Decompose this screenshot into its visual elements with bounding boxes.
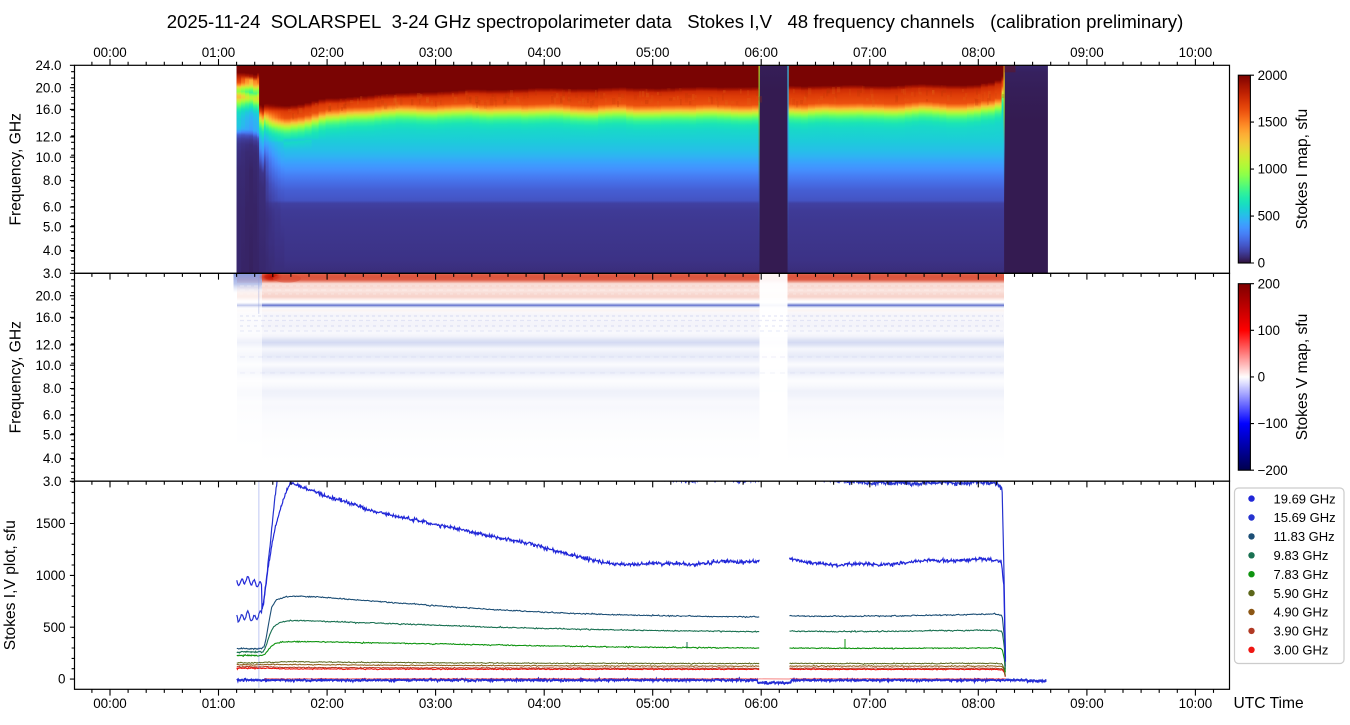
svg-text:04:00: 04:00 bbox=[527, 696, 561, 711]
svg-text:07:00: 07:00 bbox=[853, 696, 887, 711]
svg-text:500: 500 bbox=[1258, 209, 1280, 224]
svg-text:10.0: 10.0 bbox=[35, 150, 61, 165]
svg-text:6.0: 6.0 bbox=[43, 408, 62, 423]
svg-text:Stokes I map, sfu: Stokes I map, sfu bbox=[1294, 109, 1311, 229]
svg-text:8.0: 8.0 bbox=[43, 173, 62, 188]
svg-text:2000: 2000 bbox=[1258, 68, 1288, 83]
svg-text:−200: −200 bbox=[1258, 463, 1288, 478]
svg-text:10:00: 10:00 bbox=[1179, 45, 1213, 60]
svg-text:500: 500 bbox=[43, 620, 65, 635]
svg-text:1500: 1500 bbox=[1258, 115, 1288, 130]
svg-text:08:00: 08:00 bbox=[962, 45, 996, 60]
svg-text:1500: 1500 bbox=[36, 516, 66, 531]
svg-text:07:00: 07:00 bbox=[853, 45, 887, 60]
svg-text:3.0: 3.0 bbox=[43, 474, 62, 489]
svg-text:7.83 GHz: 7.83 GHz bbox=[1274, 567, 1329, 582]
svg-text:15.69 GHz: 15.69 GHz bbox=[1274, 510, 1336, 525]
svg-text:9.83 GHz: 9.83 GHz bbox=[1274, 548, 1329, 563]
svg-text:16.0: 16.0 bbox=[35, 102, 61, 117]
svg-text:−100: −100 bbox=[1258, 416, 1288, 431]
svg-text:12.0: 12.0 bbox=[35, 130, 61, 145]
svg-text:6.0: 6.0 bbox=[43, 200, 62, 215]
svg-text:19.69 GHz: 19.69 GHz bbox=[1274, 491, 1336, 506]
svg-text:09:00: 09:00 bbox=[1070, 696, 1104, 711]
svg-text:03:00: 03:00 bbox=[419, 696, 453, 711]
svg-text:3.00 GHz: 3.00 GHz bbox=[1274, 643, 1329, 658]
svg-text:04:00: 04:00 bbox=[527, 45, 561, 60]
svg-text:0: 0 bbox=[58, 672, 65, 687]
svg-text:4.0: 4.0 bbox=[43, 451, 62, 466]
svg-text:02:00: 02:00 bbox=[310, 45, 344, 60]
svg-text:00:00: 00:00 bbox=[93, 45, 127, 60]
svg-text:5.90 GHz: 5.90 GHz bbox=[1274, 586, 1329, 601]
svg-text:02:00: 02:00 bbox=[310, 696, 344, 711]
svg-text:12.0: 12.0 bbox=[35, 338, 61, 353]
svg-text:3.90 GHz: 3.90 GHz bbox=[1274, 624, 1329, 639]
svg-text:09:00: 09:00 bbox=[1070, 45, 1104, 60]
svg-text:05:00: 05:00 bbox=[636, 45, 670, 60]
svg-text:100: 100 bbox=[1258, 323, 1280, 338]
svg-text:4.0: 4.0 bbox=[43, 243, 62, 258]
svg-text:10.0: 10.0 bbox=[35, 358, 61, 373]
svg-text:0: 0 bbox=[1258, 256, 1265, 271]
svg-text:Stokes V map, sfu: Stokes V map, sfu bbox=[1294, 314, 1311, 441]
svg-text:5.0: 5.0 bbox=[43, 219, 62, 234]
svg-text:24.0: 24.0 bbox=[35, 58, 61, 73]
svg-text:06:00: 06:00 bbox=[744, 696, 778, 711]
svg-text:20.0: 20.0 bbox=[35, 288, 61, 303]
svg-text:UTC Time: UTC Time bbox=[1234, 695, 1304, 712]
svg-text:16.0: 16.0 bbox=[35, 310, 61, 325]
svg-text:20.0: 20.0 bbox=[35, 80, 61, 95]
svg-text:11.83 GHz: 11.83 GHz bbox=[1274, 529, 1335, 544]
svg-text:Stokes I,V plot, sfu: Stokes I,V plot, sfu bbox=[2, 520, 19, 650]
svg-text:06:00: 06:00 bbox=[744, 45, 778, 60]
svg-text:01:00: 01:00 bbox=[202, 696, 236, 711]
svg-text:3.0: 3.0 bbox=[43, 266, 62, 281]
svg-text:Frequency, GHz: Frequency, GHz bbox=[8, 113, 25, 226]
svg-text:1000: 1000 bbox=[1258, 162, 1288, 177]
svg-text:10:00: 10:00 bbox=[1179, 696, 1213, 711]
svg-text:4.90 GHz: 4.90 GHz bbox=[1274, 605, 1329, 620]
svg-text:05:00: 05:00 bbox=[636, 696, 670, 711]
svg-text:08:00: 08:00 bbox=[962, 696, 996, 711]
svg-text:200: 200 bbox=[1258, 276, 1280, 291]
svg-text:2025-11-24 SOLARSPEL 3-24 GH: 2025-11-24 SOLARSPEL 3-24 GHz spectropol… bbox=[167, 11, 1184, 32]
svg-text:5.0: 5.0 bbox=[43, 427, 62, 442]
svg-text:03:00: 03:00 bbox=[419, 45, 453, 60]
svg-text:01:00: 01:00 bbox=[202, 45, 236, 60]
svg-text:Frequency, GHz: Frequency, GHz bbox=[8, 321, 25, 434]
svg-text:0: 0 bbox=[1258, 370, 1265, 385]
svg-text:1000: 1000 bbox=[36, 568, 66, 583]
svg-text:00:00: 00:00 bbox=[93, 696, 127, 711]
svg-text:8.0: 8.0 bbox=[43, 381, 62, 396]
